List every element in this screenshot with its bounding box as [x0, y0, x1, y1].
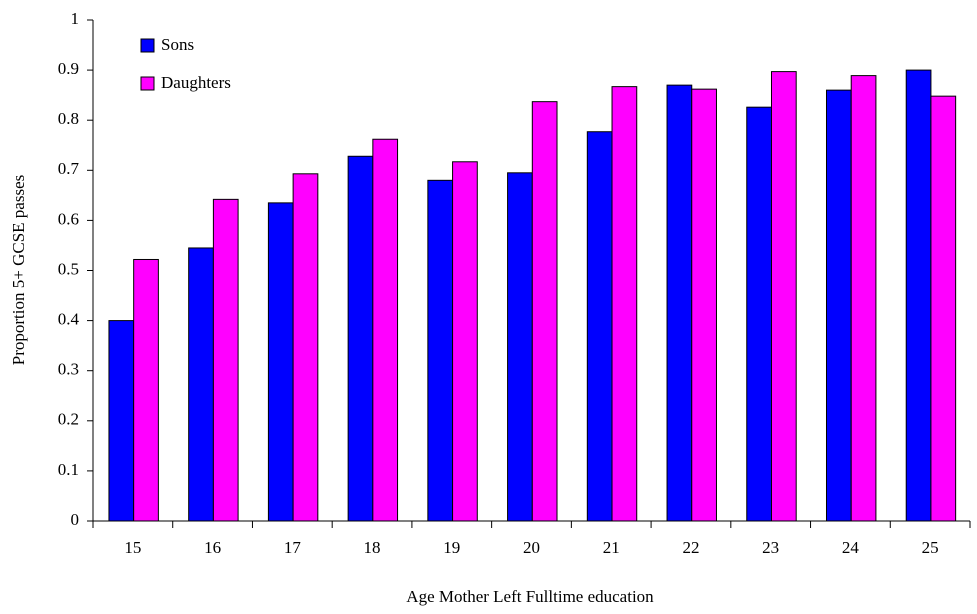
- bar: [850, 75, 877, 522]
- x-axis-title: Age Mother Left Fulltime education: [406, 587, 654, 606]
- legend-swatch: [140, 76, 155, 91]
- y-tick-label: 0.4: [58, 310, 80, 329]
- x-tick-label: 18: [364, 538, 381, 557]
- bar: [611, 86, 638, 522]
- x-tick-label: 19: [443, 538, 460, 557]
- y-tick-label: 0.6: [58, 209, 79, 228]
- bar: [427, 179, 454, 522]
- bar: [292, 173, 319, 522]
- bar: [188, 247, 214, 522]
- bar: [905, 69, 932, 522]
- bar: [212, 198, 239, 522]
- bar: [691, 88, 717, 522]
- bar: [746, 106, 772, 522]
- y-tick-label: 0: [71, 510, 80, 529]
- y-tick-label: 1: [71, 9, 80, 28]
- bar: [108, 320, 135, 522]
- y-tick-label: 0.8: [58, 109, 79, 128]
- bar: [930, 95, 957, 522]
- y-tick-label: 0.3: [58, 360, 79, 379]
- bar: [586, 131, 613, 522]
- legend-label: Sons: [161, 35, 194, 54]
- x-tick-label: 16: [204, 538, 221, 557]
- legend-label: Daughters: [161, 73, 231, 92]
- bar: [666, 84, 693, 522]
- x-tick-label: 25: [922, 538, 939, 557]
- y-tick-label: 0.9: [58, 59, 79, 78]
- bar: [452, 161, 478, 522]
- y-tick-label: 0.7: [58, 159, 80, 178]
- y-tick-label: 0.1: [58, 460, 79, 479]
- x-tick-label: 22: [682, 538, 699, 557]
- bar: [825, 89, 852, 522]
- bar: [133, 258, 159, 522]
- x-tick-label: 20: [523, 538, 540, 557]
- bar: [770, 71, 797, 522]
- bar: [507, 172, 533, 522]
- bar: [347, 155, 374, 522]
- y-axis-title: Proportion 5+ GCSE passes: [9, 175, 28, 365]
- x-tick-label: 15: [124, 538, 141, 557]
- x-tick-label: 24: [842, 538, 860, 557]
- x-tick-label: 21: [603, 538, 620, 557]
- bar: [267, 202, 294, 522]
- y-tick-label: 0.2: [58, 410, 79, 429]
- x-tick-label: 17: [284, 538, 302, 557]
- x-tick-label: 23: [762, 538, 779, 557]
- bar: [372, 138, 399, 522]
- legend-swatch: [140, 38, 155, 53]
- bar: [531, 101, 558, 522]
- y-tick-label: 0.5: [58, 259, 79, 278]
